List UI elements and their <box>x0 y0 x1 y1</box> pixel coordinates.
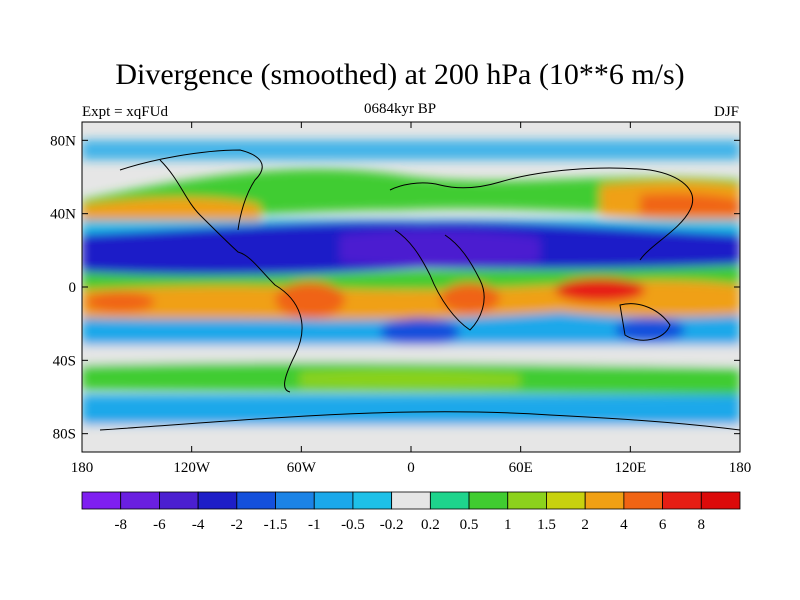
divergence-field <box>82 122 740 452</box>
lon-tick-label: 60E <box>509 460 533 476</box>
lon-tick-label: 120E <box>614 460 646 476</box>
lon-tick-label: 180 <box>729 460 752 476</box>
colorbar-label: 6 <box>659 517 667 533</box>
colorbar-swatch <box>275 491 315 510</box>
colorbar-labels: -8 -6 -4 -2 -1.5 -1 -0.5 -0.2 0.2 0.5 1 1.5 2 4 6 8 <box>114 517 705 533</box>
colorbar-swatch <box>700 491 741 510</box>
colorbar-swatch <box>662 491 702 510</box>
colorbar-label: -6 <box>153 517 166 533</box>
colorbar-swatch <box>313 491 354 510</box>
colorbar-swatch <box>507 491 547 510</box>
colorbar-swatch <box>468 491 509 510</box>
colorbar <box>81 491 741 510</box>
coastlines <box>99 149 740 431</box>
latitude-axis: 80N 40N 0 40S 80S <box>50 133 740 443</box>
experiment-label: Expt = xqFUd <box>82 104 168 120</box>
colorbar-label: -1.5 <box>264 517 288 533</box>
lat-tick-label: 80N <box>50 133 76 149</box>
colorbar-label: -0.5 <box>341 517 365 533</box>
colorbar-label: -8 <box>114 517 127 533</box>
colorbar-label: 0.2 <box>421 517 440 533</box>
lat-tick-label: 40S <box>53 353 76 369</box>
colorbar-label: -4 <box>192 517 205 533</box>
lon-tick-label: 120W <box>173 460 211 476</box>
colorbar-swatch <box>429 491 470 510</box>
colorbar-label: -1 <box>308 517 321 533</box>
colorbar-label: 2 <box>581 517 589 533</box>
lat-tick-label: 40N <box>50 207 76 223</box>
lon-tick-label: 180 <box>71 460 94 476</box>
colorbar-swatch <box>623 491 663 510</box>
longitude-axis: 180 120W 60W 0 60E 120E 180 <box>71 122 752 476</box>
colorbar-label: 1.5 <box>537 517 556 533</box>
colorbar-swatch <box>391 491 431 510</box>
colorbar-swatch <box>81 491 122 510</box>
colorbar-label: 1 <box>504 517 512 533</box>
colorbar-label: 8 <box>698 517 706 533</box>
season-label: DJF <box>713 104 739 120</box>
colorbar-swatch <box>120 491 160 510</box>
colorbar-swatch <box>584 491 625 510</box>
colorbar-label: -2 <box>231 517 244 533</box>
map-title: Divergence (smoothed) at 200 hPa (10**6 … <box>115 58 685 91</box>
colorbar-swatch <box>159 491 199 510</box>
lat-tick-label: 80S <box>53 427 76 443</box>
colorbar-label: 4 <box>620 517 628 533</box>
colorbar-label: -0.2 <box>380 517 404 533</box>
lat-tick-label: 0 <box>69 280 77 296</box>
colorbar-swatch <box>236 491 276 510</box>
colorbar-swatch <box>197 491 238 510</box>
colorbar-label: 0.5 <box>460 517 479 533</box>
lon-tick-label: 60W <box>287 460 317 476</box>
lon-tick-label: 0 <box>407 460 415 476</box>
time-label: 0684kyr BP <box>363 101 437 117</box>
colorbar-swatch <box>352 491 393 510</box>
colorbar-swatch <box>546 491 586 510</box>
